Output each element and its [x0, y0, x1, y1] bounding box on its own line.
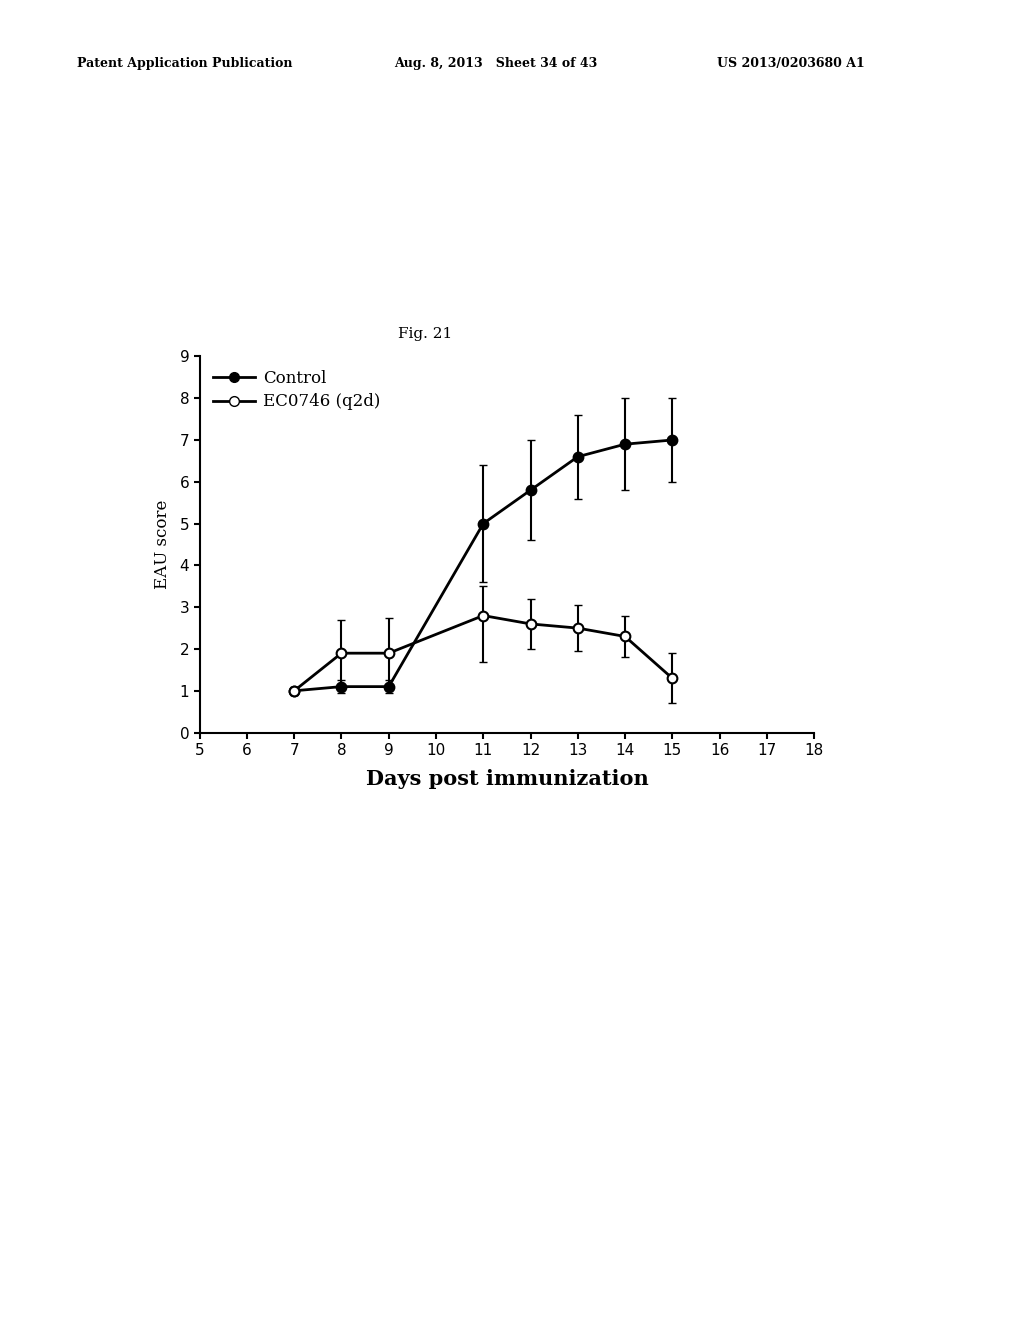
- Control: [477, 516, 489, 532]
- EC0746 (q2d): [618, 628, 631, 644]
- Control: [618, 436, 631, 451]
- EC0746 (q2d): [335, 645, 347, 661]
- Control: [571, 449, 584, 465]
- EC0746 (q2d): [383, 645, 395, 661]
- X-axis label: Days post immunization: Days post immunization: [366, 770, 648, 789]
- Control: [667, 432, 679, 447]
- Text: Patent Application Publication: Patent Application Publication: [77, 57, 292, 70]
- Line: Control: Control: [290, 436, 677, 696]
- Legend: Control, EC0746 (q2d): Control, EC0746 (q2d): [208, 364, 385, 416]
- EC0746 (q2d): [667, 671, 679, 686]
- EC0746 (q2d): [571, 620, 584, 636]
- Control: [288, 682, 300, 698]
- Y-axis label: EAU score: EAU score: [155, 500, 171, 589]
- Text: Fig. 21: Fig. 21: [398, 327, 452, 342]
- Control: [335, 678, 347, 694]
- Control: [383, 678, 395, 694]
- Text: US 2013/0203680 A1: US 2013/0203680 A1: [717, 57, 864, 70]
- Line: EC0746 (q2d): EC0746 (q2d): [290, 611, 677, 696]
- Text: Aug. 8, 2013   Sheet 34 of 43: Aug. 8, 2013 Sheet 34 of 43: [394, 57, 597, 70]
- EC0746 (q2d): [288, 682, 300, 698]
- EC0746 (q2d): [477, 607, 489, 623]
- EC0746 (q2d): [524, 616, 537, 632]
- Control: [524, 482, 537, 498]
